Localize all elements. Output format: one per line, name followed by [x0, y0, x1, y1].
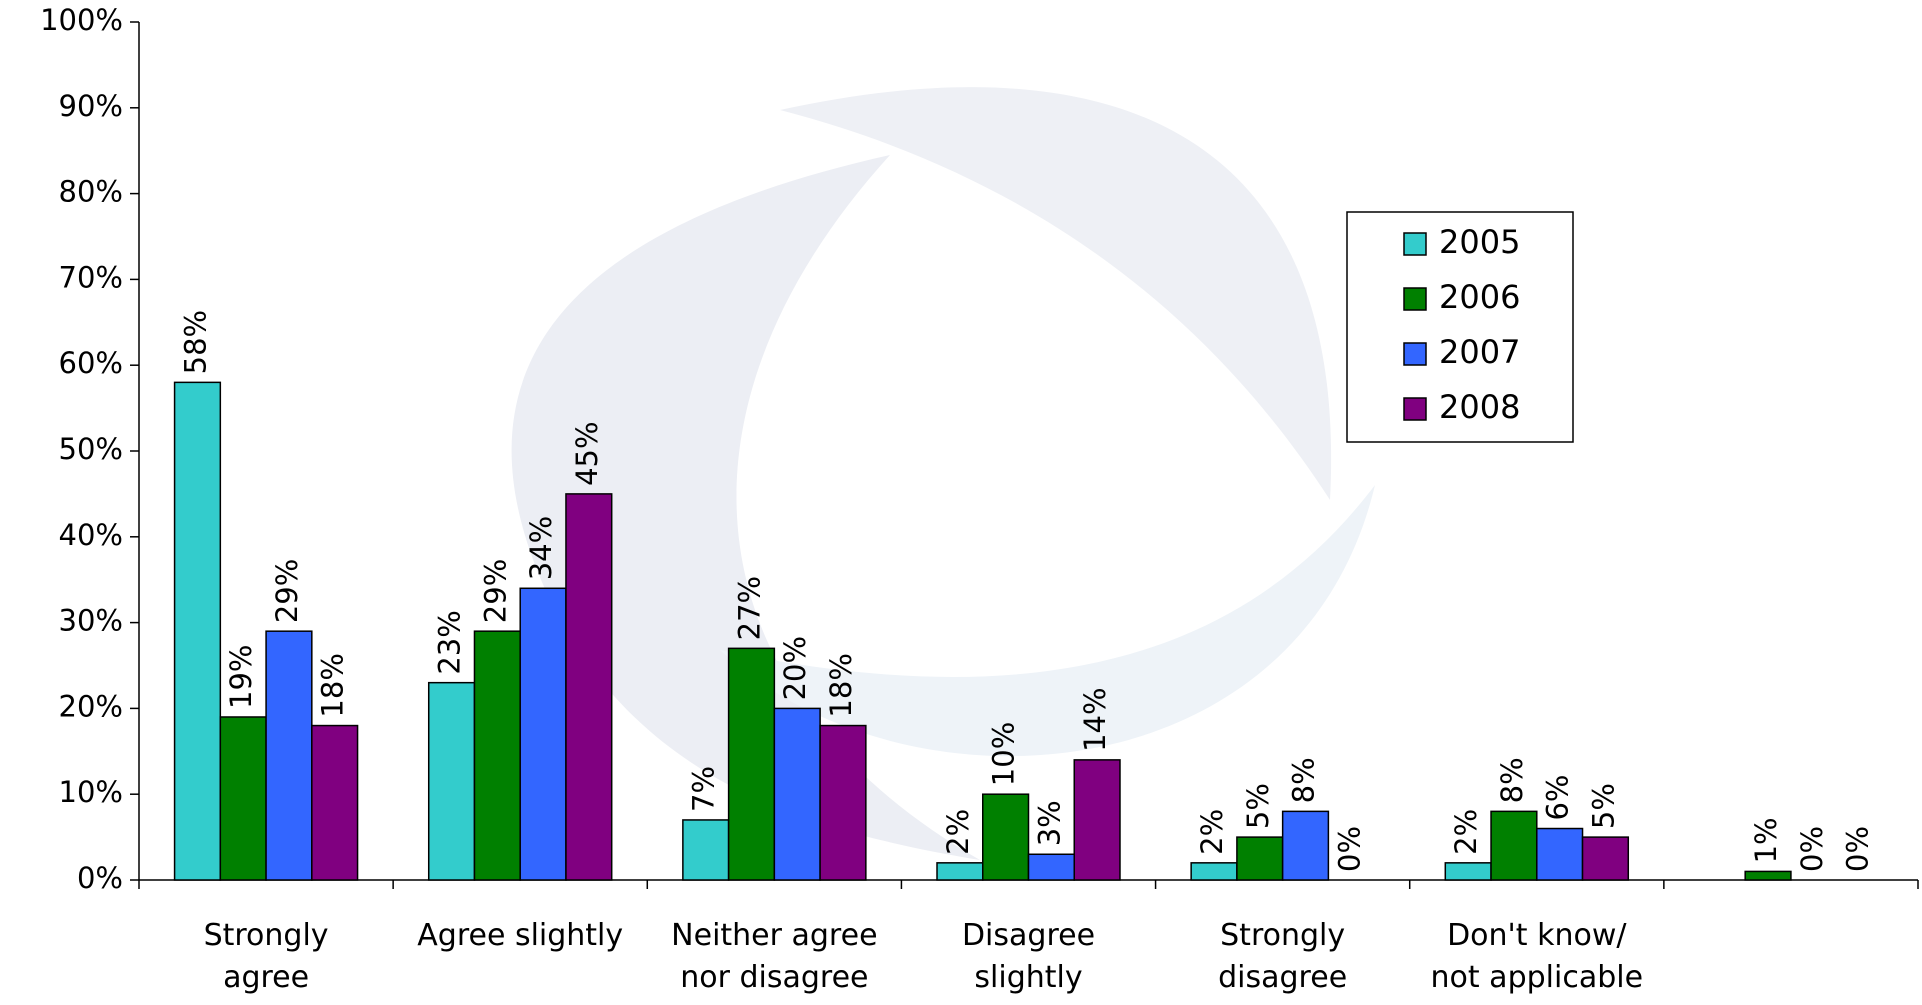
x-tick-label: Don't know/not applicable	[1431, 918, 1644, 995]
value-label: 27%	[732, 576, 766, 640]
value-label: 8%	[1495, 757, 1529, 803]
y-tick-label: 10%	[59, 775, 123, 809]
background-swirl	[720, 485, 1375, 757]
y-tick-label: 30%	[59, 604, 123, 638]
bar	[773, 707, 821, 881]
y-tick-label: 100%	[40, 3, 123, 37]
value-label: 23%	[433, 610, 467, 674]
legend-label: 2007	[1439, 333, 1520, 371]
value-label: 29%	[270, 559, 304, 623]
value-label: 0%	[1841, 826, 1875, 872]
value-label: 1%	[1749, 817, 1783, 863]
background-swirl	[780, 87, 1332, 500]
legend-swatch	[1403, 232, 1427, 256]
value-label: 0%	[1332, 826, 1366, 872]
bar	[1073, 759, 1121, 881]
bar	[819, 724, 867, 881]
value-label: 8%	[1287, 757, 1321, 803]
value-label: 10%	[987, 722, 1021, 786]
y-tick-label: 20%	[59, 689, 123, 723]
value-label: 18%	[316, 653, 350, 717]
legend-label: 2005	[1439, 223, 1520, 261]
y-tick-label: 0%	[77, 861, 123, 895]
y-tick-label: 70%	[59, 260, 123, 294]
legend-label: 2008	[1439, 388, 1520, 426]
legend-swatch	[1403, 342, 1427, 366]
bar	[727, 647, 776, 881]
value-label: 3%	[1032, 800, 1066, 846]
bar	[565, 493, 613, 881]
bar	[1236, 836, 1284, 881]
bar	[473, 630, 521, 881]
bar	[519, 587, 567, 881]
value-label: 2%	[1195, 809, 1229, 855]
value-label: 45%	[570, 421, 604, 485]
bar	[427, 681, 476, 881]
value-label: 0%	[1795, 826, 1829, 872]
bar	[265, 630, 313, 881]
bar	[173, 381, 222, 881]
value-label: 29%	[478, 559, 512, 623]
legend-swatch	[1403, 397, 1427, 421]
bar	[1281, 810, 1330, 881]
value-label: 14%	[1078, 687, 1112, 751]
legend-box	[1346, 211, 1574, 443]
x-tick-label: Strongly disagree	[1218, 918, 1347, 995]
value-label: 2%	[941, 809, 975, 855]
bar	[1744, 870, 1792, 881]
value-label: 6%	[1541, 775, 1575, 821]
bar	[1490, 810, 1538, 881]
background-swirl	[511, 155, 980, 860]
bar	[311, 724, 359, 881]
y-tick-label: 80%	[59, 175, 123, 209]
y-tick-label: 60%	[59, 346, 123, 380]
bar	[1536, 827, 1584, 881]
bar	[936, 862, 984, 881]
value-label: 5%	[1586, 783, 1620, 829]
value-label: 2%	[1449, 809, 1483, 855]
bar	[219, 716, 267, 881]
value-label: 19%	[224, 645, 258, 709]
bar	[1444, 862, 1492, 881]
legend-label: 2006	[1439, 278, 1520, 316]
legend-swatch	[1403, 287, 1427, 311]
bar	[682, 819, 730, 881]
bar	[982, 793, 1030, 881]
x-tick-label: Neither agree nor disagree	[671, 918, 877, 995]
y-tick-label: 90%	[59, 89, 123, 123]
bar	[1581, 836, 1630, 881]
bar	[1190, 862, 1238, 881]
y-tick-label: 40%	[59, 518, 123, 552]
x-tick-label: Disagree slightly	[962, 918, 1095, 995]
x-tick-label: Strongly agree	[204, 918, 329, 995]
value-label: 5%	[1241, 783, 1275, 829]
value-label: 18%	[824, 653, 858, 717]
value-label: 7%	[687, 766, 721, 812]
y-tick-label: 50%	[59, 432, 123, 466]
x-tick-label: Agree slightly	[417, 918, 623, 953]
value-label: 34%	[524, 516, 558, 580]
value-label: 20%	[778, 636, 812, 700]
value-label: 58%	[178, 310, 212, 374]
bar	[1027, 853, 1075, 881]
